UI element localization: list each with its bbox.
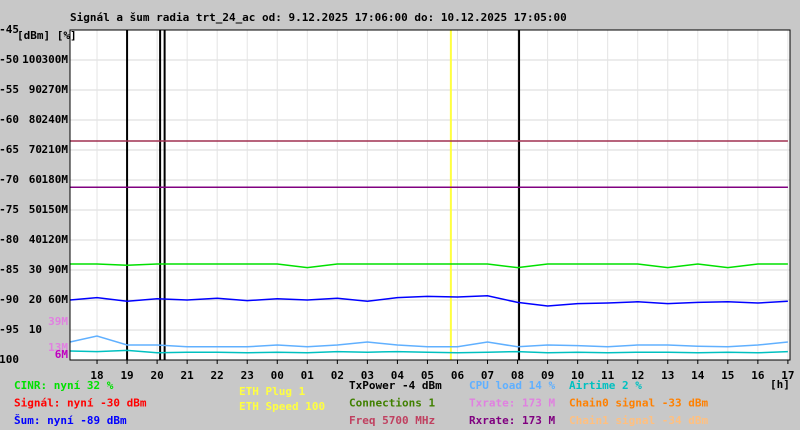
x-tick-label: 05 <box>421 369 434 382</box>
y-tick-label: -85 <box>0 263 19 276</box>
y-tick-label: -80 <box>0 233 19 246</box>
rate-marker: 13M <box>48 341 68 354</box>
legend-entry: Airtime 2 % <box>569 379 642 392</box>
rate-tick-label: 240M <box>42 113 69 126</box>
x-tick-label: 20 <box>150 369 163 382</box>
x-tick-label: 12 <box>631 369 644 382</box>
x-tick-label: 17 <box>781 369 794 382</box>
x-tick-label: 18 <box>90 369 103 382</box>
y-tick-label: -70 <box>0 173 19 186</box>
x-tick-label: 21 <box>181 369 195 382</box>
x-tick-label: 06 <box>451 369 465 382</box>
legend-entry: TxPower -4 dBm <box>349 379 442 392</box>
legend-entry: ETH Speed 100 <box>239 400 325 413</box>
x-tick-label: 02 <box>331 369 344 382</box>
rate-tick-label: 90M <box>48 263 68 276</box>
pct-tick-label: 10 <box>29 323 42 336</box>
x-tick-label: 15 <box>721 369 734 382</box>
legend-entry: Connections 1 <box>349 397 435 410</box>
pct-tick-label: 40 <box>29 233 42 246</box>
x-tick-label: 01 <box>301 369 315 382</box>
x-tick-label: 23 <box>241 369 254 382</box>
y-tick-label: -90 <box>0 293 19 306</box>
series-line <box>69 295 788 307</box>
x-tick-label: 09 <box>541 369 554 382</box>
series-line <box>70 263 788 269</box>
legend-entry: Txrate: 173 M <box>469 397 555 410</box>
y-tick-label: -95 <box>0 323 19 336</box>
y-tick-label: -100 <box>0 353 19 366</box>
plot-area <box>70 30 790 360</box>
rate-tick-label: 60M <box>48 293 68 306</box>
y-units: [dBm] [%] <box>17 29 77 42</box>
legend-entry: CINR: nyní 32 % <box>14 379 114 392</box>
y-tick-label: -50 <box>0 53 19 66</box>
pct-tick-label: 60 <box>29 173 42 186</box>
rate-tick-label: 120M <box>42 233 69 246</box>
pct-tick-label: 90 <box>29 83 42 96</box>
y-tick-label: -75 <box>0 203 19 216</box>
x-tick-label: 14 <box>691 369 705 382</box>
rate-marker: 6M <box>55 348 69 361</box>
x-unit: [h] <box>770 378 790 391</box>
x-tick-label: 13 <box>661 369 674 382</box>
x-tick-label: 07 <box>481 369 494 382</box>
legend-entry: Rxrate: 173 M <box>469 414 555 427</box>
series-line <box>69 335 788 348</box>
legend-entry: Šum: nyní -89 dBm <box>14 414 127 427</box>
x-tick-label: 19 <box>120 369 133 382</box>
pct-tick-label: 20 <box>29 293 42 306</box>
x-tick-label: 08 <box>511 369 524 382</box>
x-tick-label: 11 <box>601 369 615 382</box>
legend-entry: Signál: nyní -30 dBm <box>14 397 147 410</box>
rate-tick-label: 270M <box>42 83 69 96</box>
pct-tick-label: 100 <box>22 53 42 66</box>
legend-entry: ETH Plug 1 <box>239 385 306 398</box>
y-tick-label: -65 <box>0 143 19 156</box>
series-line <box>69 349 788 354</box>
rate-tick-label: 300M <box>42 53 69 66</box>
rate-marker: 39M <box>48 315 68 328</box>
plot-frame <box>69 29 791 361</box>
rate-tick-label: 210M <box>42 143 69 156</box>
pct-tick-label: 30 <box>29 263 42 276</box>
legend-entry: Chain1 signal -34 dBm <box>569 414 708 427</box>
x-tick-label: 16 <box>751 369 765 382</box>
y-tick-label: -55 <box>0 83 19 96</box>
x-tick-label: 03 <box>361 369 374 382</box>
rate-tick-label: 150M <box>42 203 69 216</box>
pct-tick-label: 80 <box>29 113 42 126</box>
y-tick-label: -60 <box>0 113 19 126</box>
x-tick-label: 00 <box>271 369 284 382</box>
chart-title: Signál a šum radia trt_24_ac od: 9.12.20… <box>70 11 567 24</box>
pct-tick-label: 70 <box>29 143 42 156</box>
x-tick-label: 04 <box>391 369 405 382</box>
rate-tick-label: 180M <box>42 173 69 186</box>
pct-tick-label: 50 <box>29 203 42 216</box>
legend-entry: CPU load 14 % <box>469 379 555 392</box>
x-tick-label: 10 <box>571 369 584 382</box>
legend-entry: Freq 5700 MHz <box>349 414 435 427</box>
legend-entry: Chain0 signal -33 dBm <box>569 397 708 410</box>
y-tick-label: -45 <box>0 23 19 36</box>
x-tick-label: 22 <box>211 369 224 382</box>
